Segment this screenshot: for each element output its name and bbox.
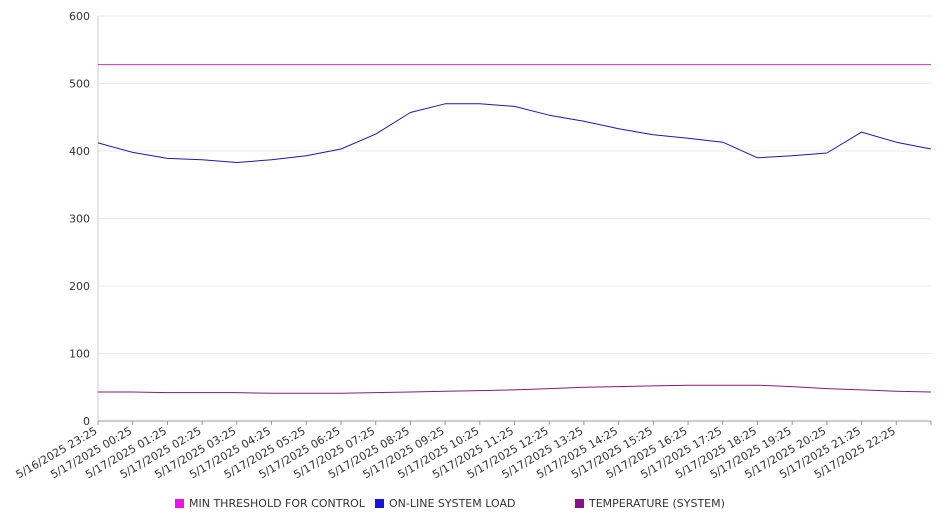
gridlines	[98, 15, 931, 354]
y-tick-label: 400	[69, 145, 90, 158]
legend-item-online-system-load[interactable]: ON-LINE SYSTEM LOAD	[375, 497, 515, 510]
legend-swatch-min-threshold	[175, 499, 184, 508]
legend-swatch-online-system-load	[375, 499, 384, 508]
y-tick-label: 300	[69, 213, 90, 226]
y-tick-labels: 0 100 200 300 400 500 600	[69, 10, 90, 428]
legend-swatch-temperature-system	[575, 499, 584, 508]
y-tick-label: 0	[83, 415, 90, 428]
series-line-temperature-system[interactable]	[98, 384, 932, 394]
legend: MIN THRESHOLD FOR CONTROL ON-LINE SYSTEM…	[0, 497, 946, 515]
legend-item-min-threshold[interactable]: MIN THRESHOLD FOR CONTROL	[175, 497, 365, 510]
legend-label: TEMPERATURE (SYSTEM)	[589, 497, 725, 510]
y-tick-label: 200	[69, 280, 90, 293]
y-tick-label: 600	[69, 10, 90, 23]
y-tick-label: 500	[69, 78, 90, 91]
legend-label: MIN THRESHOLD FOR CONTROL	[189, 497, 365, 510]
series-lines	[97, 64, 932, 394]
x-tick-labels: 5/16/2025 23:255/17/2025 00:255/17/2025 …	[14, 424, 898, 481]
y-tick-label: 100	[69, 348, 90, 361]
series-line-on-line-system-load[interactable]	[97, 103, 932, 163]
legend-item-temperature-system[interactable]: TEMPERATURE (SYSTEM)	[575, 497, 725, 510]
axes	[97, 16, 932, 425]
legend-label: ON-LINE SYSTEM LOAD	[389, 497, 516, 510]
